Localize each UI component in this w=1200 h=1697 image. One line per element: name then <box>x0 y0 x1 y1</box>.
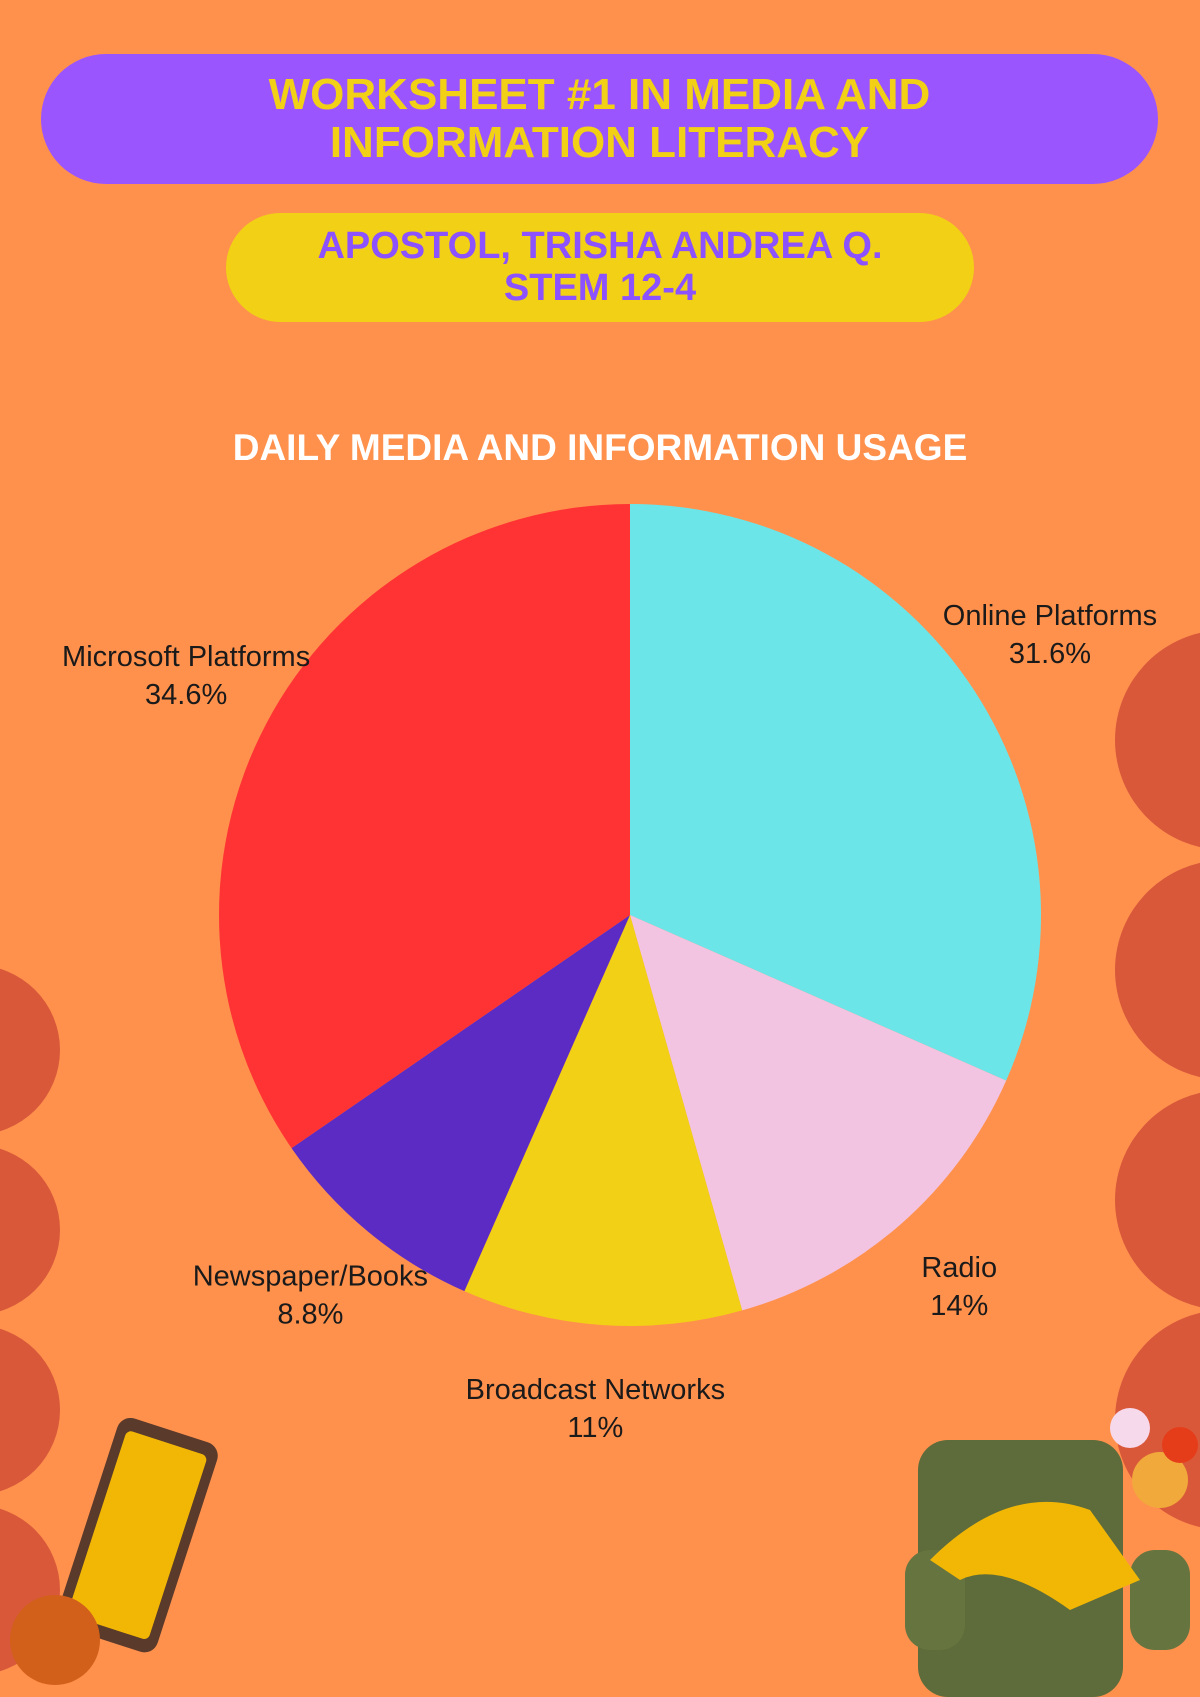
worksheet-title: WORKSHEET #1 IN MEDIA AND INFORMATION LI… <box>268 70 931 167</box>
pie-slice <box>630 915 1007 1311</box>
phone-illustration <box>10 1417 218 1685</box>
name-banner: APOSTOL, TRISHA ANDREA Q. STEM 12-4 <box>226 213 974 322</box>
reader-illustration <box>905 1408 1198 1697</box>
slice-label: Newspaper/Books <box>193 1260 428 1292</box>
pie-slice <box>630 504 1042 1081</box>
slice-value-label: 31.6% <box>1009 638 1091 670</box>
student-name: APOSTOL, TRISHA ANDREA Q. <box>317 225 883 268</box>
pie-slice <box>291 915 630 1292</box>
title-banner: WORKSHEET #1 IN MEDIA AND INFORMATION LI… <box>41 54 1158 184</box>
slice-value-label: 14% <box>930 1290 988 1322</box>
slice-value-label: 11% <box>567 1412 623 1444</box>
student-section: STEM 12-4 <box>503 266 697 309</box>
pie-slice <box>464 915 743 1326</box>
slice-label: Online Platforms <box>943 600 1157 632</box>
chart-title: DAILY MEDIA AND INFORMATION USAGE <box>233 427 968 468</box>
slice-value-label: 34.6% <box>145 679 227 711</box>
slice-value-label: 8.8% <box>277 1298 343 1330</box>
slice-label: Microsoft Platforms <box>62 641 310 673</box>
slice-label: Radio <box>921 1252 997 1284</box>
slice-label: Broadcast Networks <box>466 1374 726 1406</box>
pie-slice <box>218 504 631 1149</box>
